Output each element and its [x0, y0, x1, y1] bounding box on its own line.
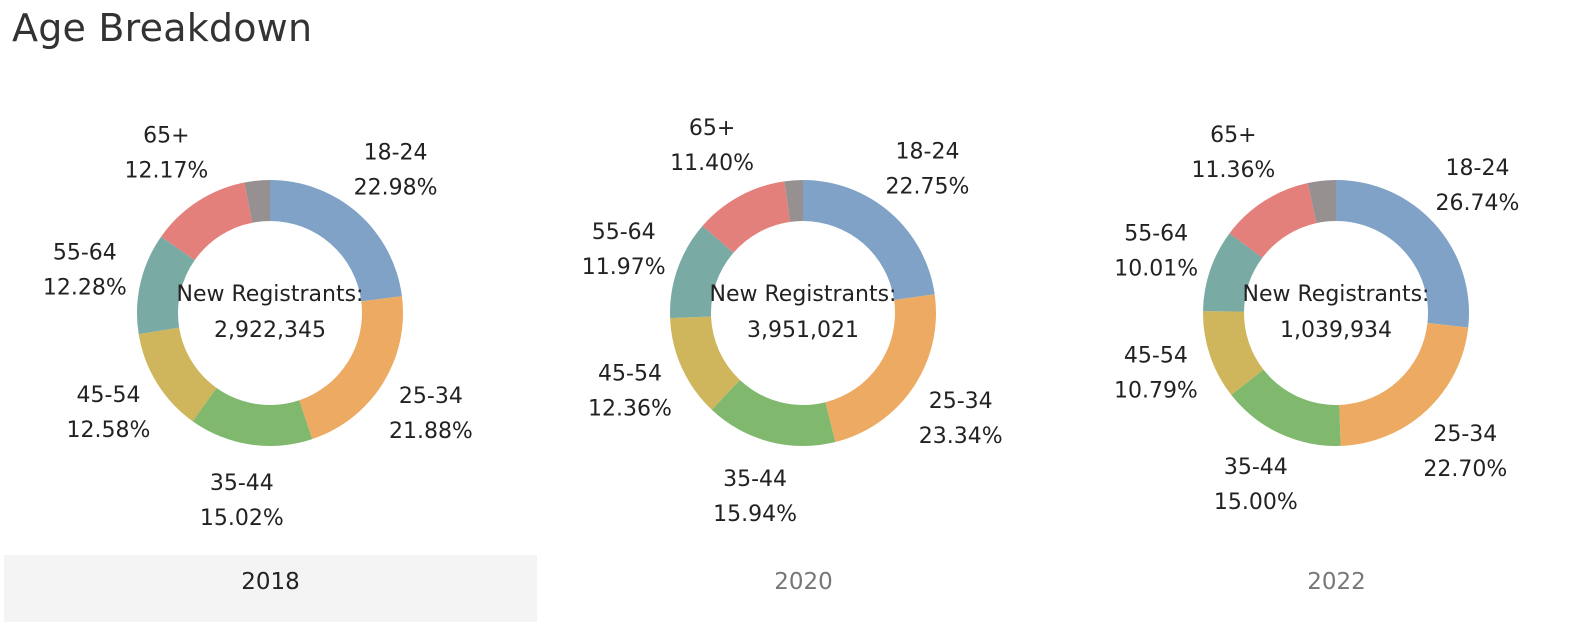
donut-slice-18-24[interactable]	[803, 180, 935, 301]
slice-label-name-35-44: 35-44	[210, 471, 274, 496]
donut-slice-55-64[interactable]	[670, 225, 734, 319]
slice-label-percent-35-44: 15.00%	[1214, 490, 1298, 515]
slice-label-percent-18-24: 26.74%	[1436, 191, 1520, 216]
slice-label-percent-45-54: 10.79%	[1114, 379, 1198, 404]
slice-label-name-65-plus: 65+	[689, 116, 735, 141]
slice-label-percent-18-24: 22.98%	[354, 175, 438, 200]
slice-label-name-18-24: 18-24	[1446, 156, 1510, 181]
donut-slice-25-34[interactable]	[1339, 323, 1469, 446]
page-title: Age Breakdown	[12, 6, 313, 50]
center-value: 1,039,934	[1280, 318, 1392, 343]
donut-slice-35-44[interactable]	[711, 379, 836, 447]
slice-label-name-18-24: 18-24	[364, 140, 428, 165]
slice-label-percent-35-44: 15.02%	[200, 506, 284, 531]
slice-label-name-35-44: 35-44	[723, 467, 787, 492]
slice-label-percent-65-plus: 12.17%	[124, 159, 208, 184]
slice-label-percent-55-64: 12.28%	[43, 275, 127, 300]
slice-label-percent-25-34: 23.34%	[919, 424, 1003, 449]
slice-label-name-45-54: 45-54	[77, 383, 141, 408]
donut-chart-2022: 18-24 26.74% 25-34 22.70% 35-44 15.00% 45-54 10…	[1070, 80, 1584, 550]
slice-label-percent-55-64: 10.01%	[1114, 257, 1198, 282]
donut-slice-35-44[interactable]	[192, 387, 313, 446]
donut-slice-45-54[interactable]	[670, 316, 740, 410]
center-title: New Registrants:	[710, 282, 897, 307]
slice-label-name-65-plus: 65+	[1210, 123, 1256, 148]
slice-label-name-25-34: 25-34	[1433, 422, 1497, 447]
donut-slice-45-54[interactable]	[1202, 311, 1264, 395]
donut-slice-unlabeled[interactable]	[1307, 180, 1336, 224]
donut-slice-55-64[interactable]	[1203, 233, 1263, 312]
slice-label-percent-35-44: 15.94%	[713, 502, 797, 527]
slice-label-percent-45-54: 12.36%	[588, 397, 672, 422]
donut-chart-2018: 18-24 22.98% 25-34 21.88% 35-44 15.02% 45-54 12…	[4, 80, 537, 550]
donut-slice-25-34[interactable]	[825, 294, 936, 443]
slice-label-name-65-plus: 65+	[143, 124, 189, 149]
slice-label-name-45-54: 45-54	[598, 362, 662, 387]
slice-label-percent-45-54: 12.58%	[67, 418, 151, 443]
tab-2020[interactable]: 2020	[774, 569, 833, 595]
donut-slice-unlabeled[interactable]	[244, 180, 270, 223]
slice-label-percent-65-plus: 11.36%	[1191, 158, 1275, 183]
slice-label-name-25-34: 25-34	[399, 384, 463, 409]
center-title: New Registrants:	[177, 282, 364, 307]
donut-slice-18-24[interactable]	[270, 180, 402, 302]
donut-slice-25-34[interactable]	[299, 296, 403, 440]
donut-slice-65-plus[interactable]	[702, 181, 791, 253]
donut-slice-65-plus[interactable]	[1229, 183, 1317, 258]
donut-chart-2020: 18-24 22.75% 25-34 23.34% 35-44 15.94% 45-54 12…	[537, 80, 1070, 550]
slice-label-percent-55-64: 11.97%	[582, 255, 666, 280]
donut-slice-35-44[interactable]	[1231, 369, 1341, 447]
slice-label-name-25-34: 25-34	[929, 389, 993, 414]
donut-chart-2018-svg: 18-24 22.98% 25-34 21.88% 35-44 15.02% 45-54 12…	[43, 124, 473, 531]
tab-2018[interactable]: 2018	[4, 555, 537, 622]
tab-2022[interactable]: 2022	[1307, 569, 1366, 595]
slice-label-name-45-54: 45-54	[1124, 344, 1188, 369]
donut-chart-2022-svg: 18-24 26.74% 25-34 22.70% 35-44 15.00% 45-54 10…	[1114, 123, 1520, 515]
donut-slice-18-24[interactable]	[1336, 180, 1470, 328]
donut-slice-45-54[interactable]	[138, 327, 217, 422]
donut-slice-unlabeled[interactable]	[784, 180, 803, 222]
slice-label-name-55-64: 55-64	[53, 240, 117, 265]
slice-label-name-55-64: 55-64	[1124, 222, 1188, 247]
slice-label-name-55-64: 55-64	[592, 220, 656, 245]
donut-slice-55-64[interactable]	[136, 236, 195, 335]
slice-label-percent-65-plus: 11.40%	[670, 151, 754, 176]
slice-label-percent-25-34: 22.70%	[1423, 457, 1507, 482]
slice-label-percent-25-34: 21.88%	[389, 419, 473, 444]
center-value: 2,922,345	[214, 318, 326, 343]
slice-label-name-35-44: 35-44	[1224, 455, 1288, 480]
donut-slice-65-plus[interactable]	[161, 182, 253, 261]
donut-chart-2020-svg: 18-24 22.75% 25-34 23.34% 35-44 15.94% 45-54 12…	[582, 116, 1003, 527]
center-value: 3,951,021	[747, 318, 859, 343]
center-title: New Registrants:	[1243, 282, 1430, 307]
slice-label-name-18-24: 18-24	[896, 140, 960, 165]
slice-label-percent-18-24: 22.75%	[886, 175, 970, 200]
